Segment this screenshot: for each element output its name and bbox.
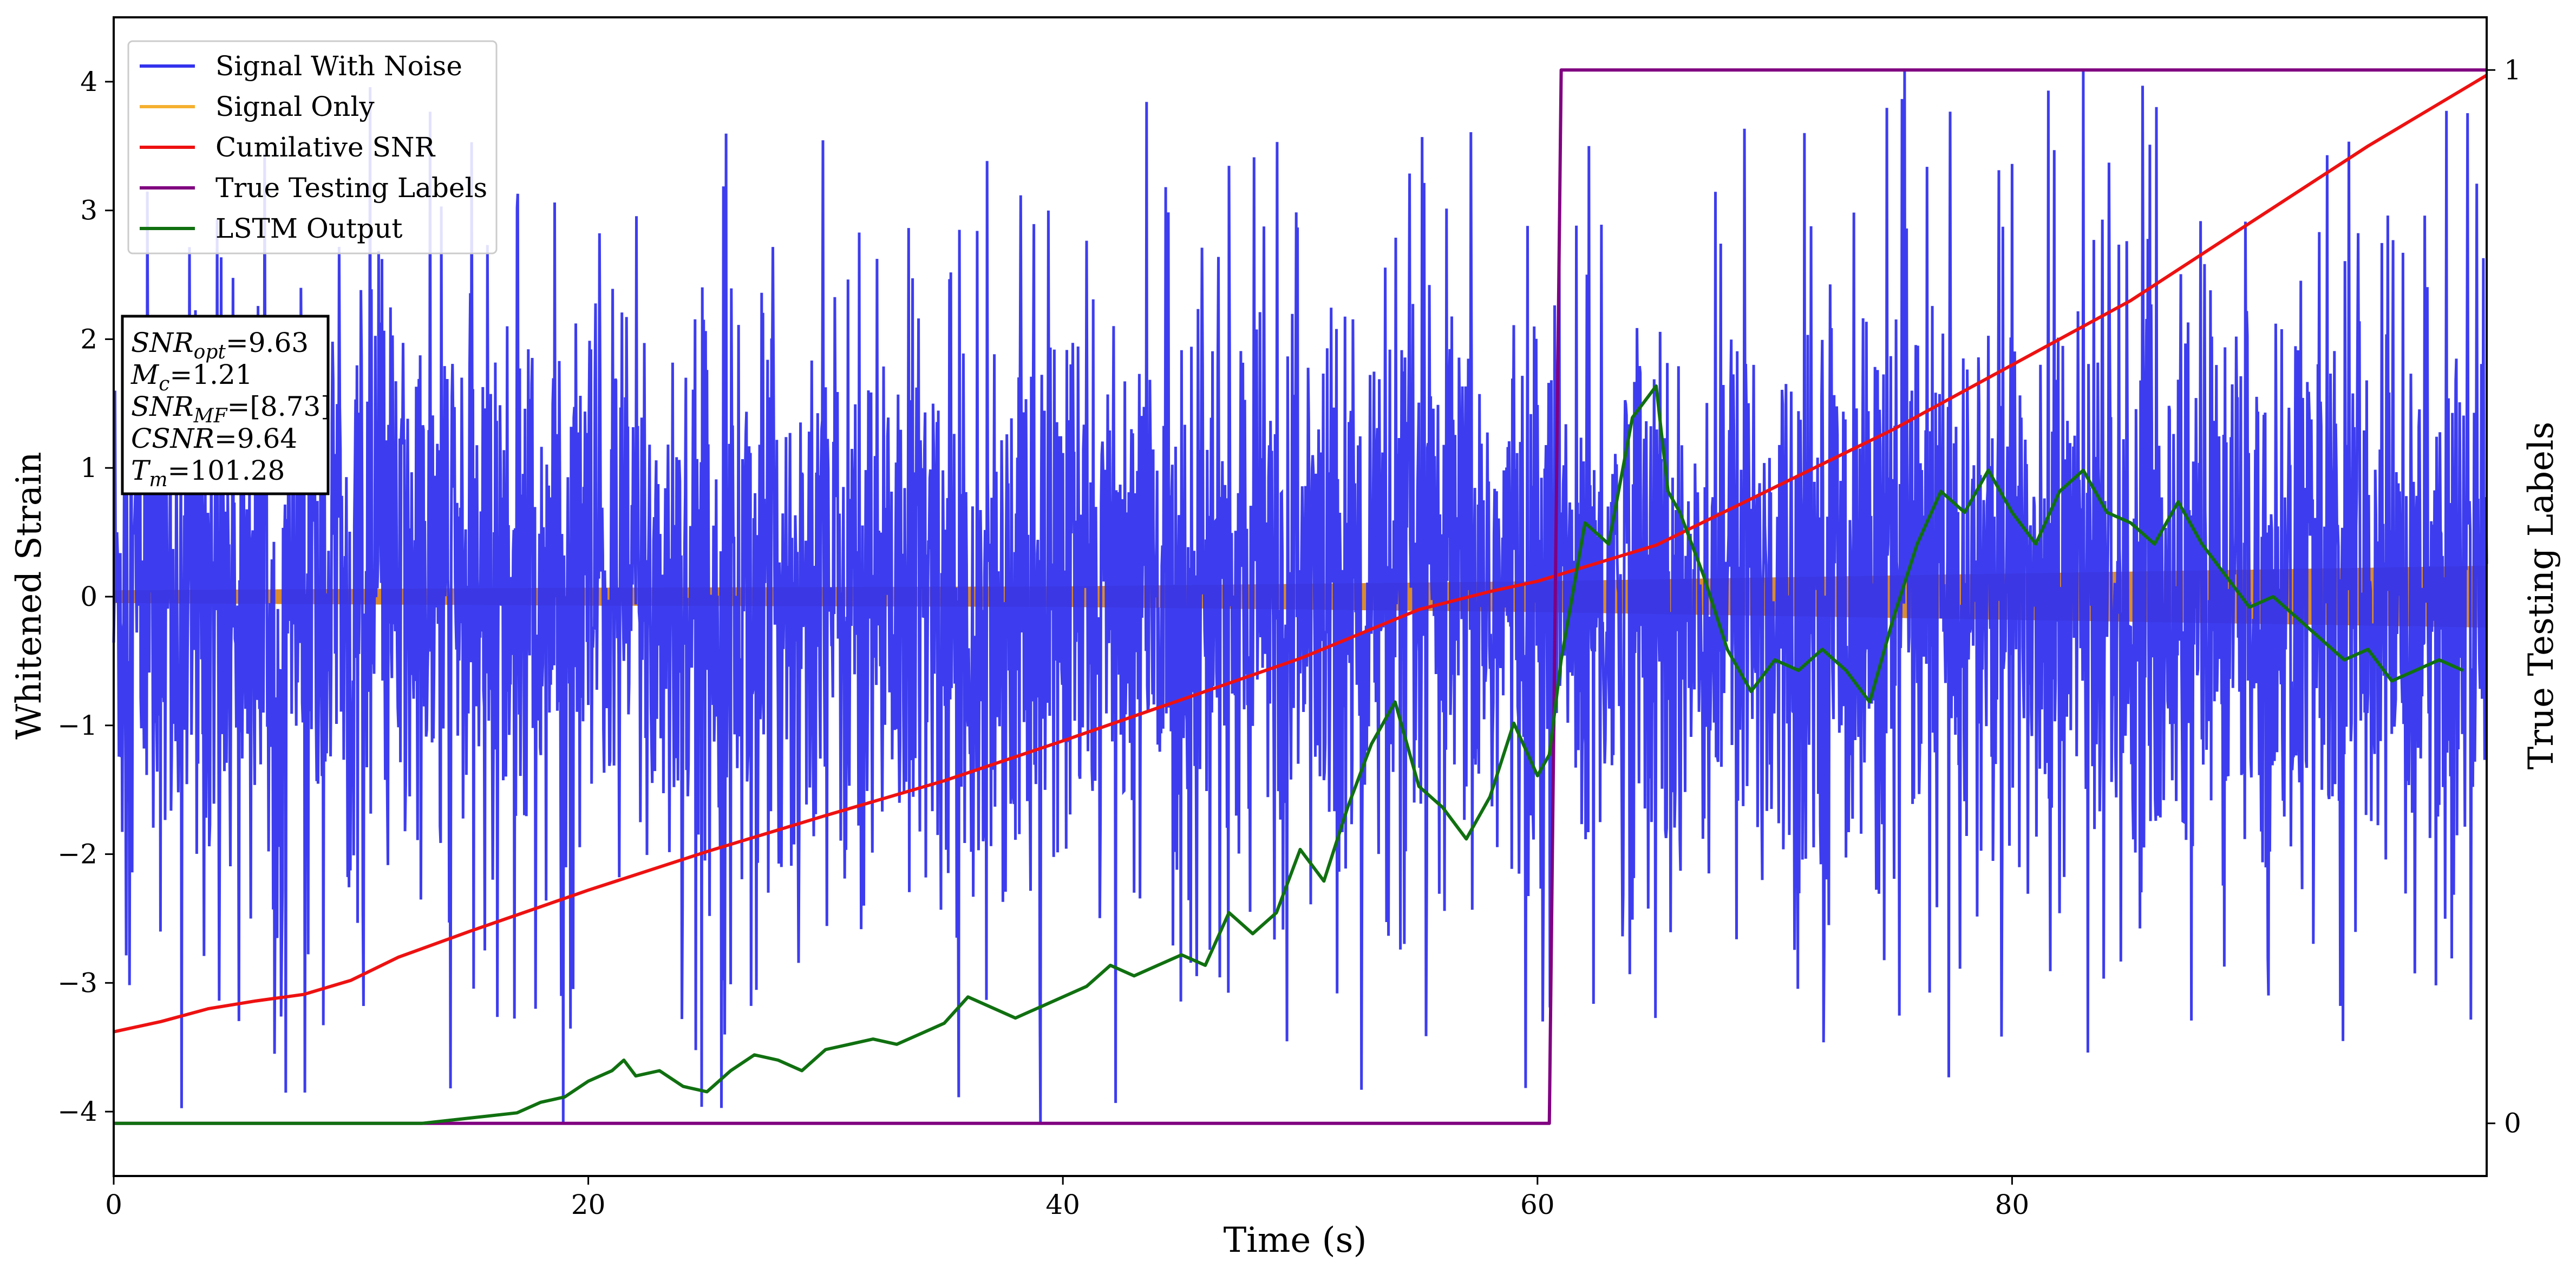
- x-tick-label: 40: [1045, 1189, 1080, 1220]
- y2-tick-label: 0: [2504, 1108, 2521, 1139]
- legend-label: Signal Only: [215, 91, 375, 122]
- info-box: SNRopt=9.63Mc=1.21SNRMF=[8.73]CSNR=9.64T…: [121, 315, 331, 495]
- info-box-line: Mc=1.21: [130, 359, 253, 395]
- x-tick-label: 20: [571, 1189, 606, 1220]
- y-tick-label: −2: [57, 839, 97, 870]
- legend-label: Cumilative SNR: [215, 132, 435, 163]
- legend-frame: [127, 40, 498, 254]
- legend-label: True Testing Labels: [215, 172, 487, 204]
- x-tick-label: 60: [1520, 1189, 1555, 1220]
- true-testing-labels-line: [114, 68, 2487, 1125]
- y-tick-label: 3: [80, 195, 97, 226]
- y-axis-left: 4 3 2 1 0 −1 −2 −3 −4: [57, 66, 114, 1127]
- info-box-line: Tm=101.28: [131, 455, 285, 491]
- x-axis: 0 20 40 60 80: [105, 1176, 2029, 1220]
- info-box-line: SNRopt=9.63: [131, 327, 309, 363]
- y-tick-label: 1: [80, 452, 97, 484]
- x-tick-label: 80: [1995, 1189, 2030, 1220]
- legend-label: LSTM Output: [215, 213, 402, 244]
- y-axis-right: 10: [2487, 54, 2521, 1139]
- y2-tick-label: 1: [2504, 54, 2521, 86]
- lstm-output-line: [114, 384, 2464, 1125]
- legend: Signal With Noise Signal Only Cumilative S…: [127, 40, 498, 254]
- series-signal-with-noise: [112, 69, 2488, 1125]
- x-tick-label: 0: [105, 1189, 122, 1220]
- info-box-frame: [121, 315, 330, 495]
- y-tick-label: 2: [80, 323, 97, 355]
- signal-with-noise-line: [112, 69, 2488, 1125]
- y2-axis-label: True Testing Labels: [2521, 422, 2561, 770]
- y-tick-label: 0: [80, 581, 97, 612]
- y-axis-label: Whitened Strain: [9, 452, 49, 739]
- y-tick-label: −4: [57, 1096, 97, 1127]
- cumulative-snr-line: [113, 74, 2488, 1034]
- y-tick-label: −1: [57, 710, 97, 741]
- legend-label: Signal With Noise: [215, 50, 462, 82]
- y-tick-label: 4: [80, 66, 97, 97]
- info-box-line: CSNR=9.64: [131, 423, 297, 454]
- info-box-line: SNRMF=[8.73]: [131, 391, 331, 427]
- y-tick-label: −3: [57, 967, 97, 998]
- x-axis-label: Time (s): [1224, 1220, 1367, 1260]
